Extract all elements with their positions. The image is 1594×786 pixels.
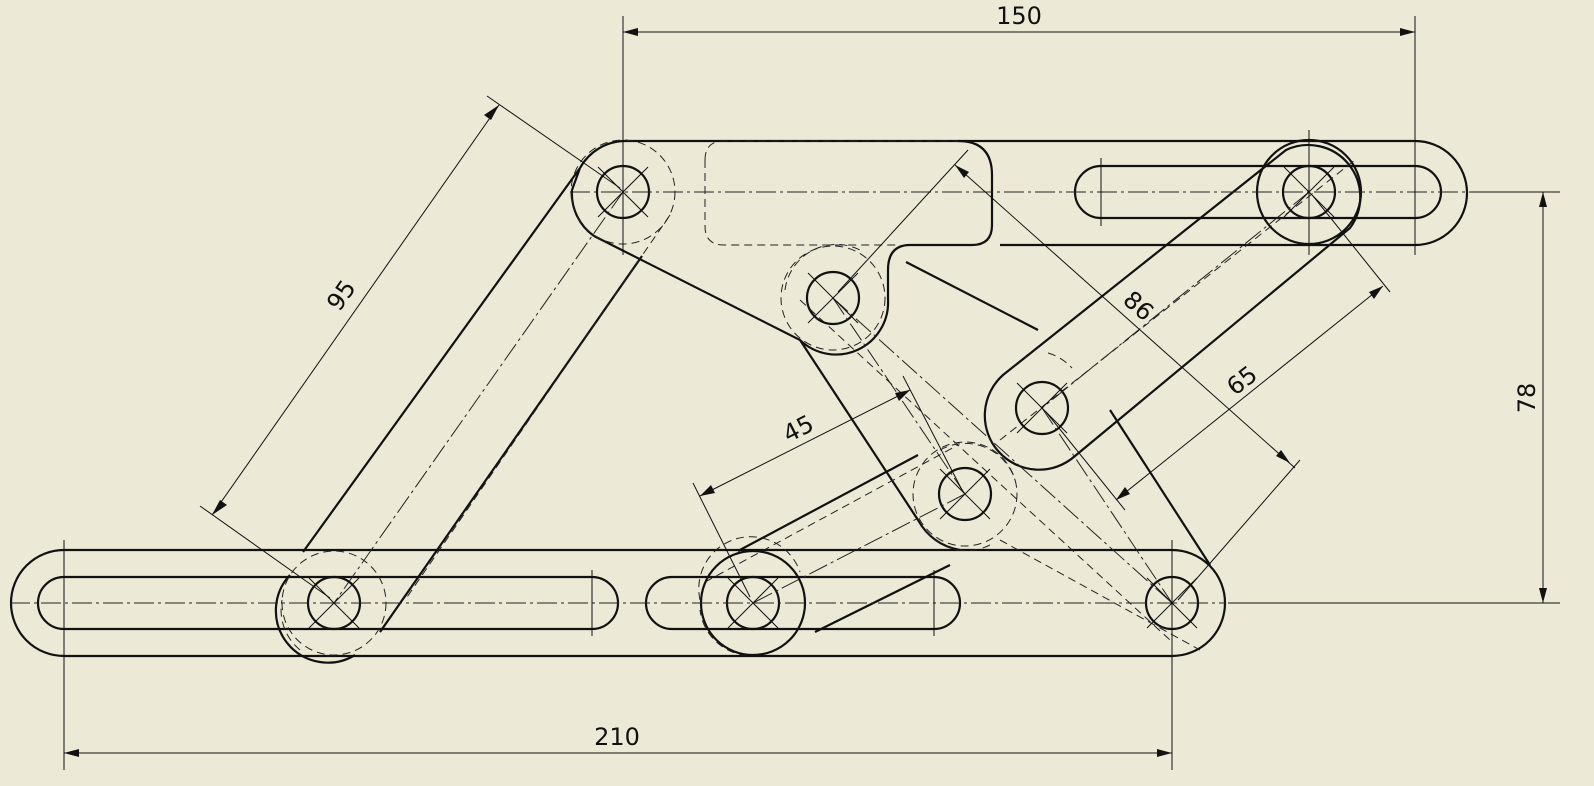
center-plate-outline bbox=[593, 235, 961, 552]
dim-45-line bbox=[699, 389, 911, 497]
joint-center-boss bbox=[780, 245, 886, 351]
right-plate-centerline bbox=[1041, 407, 1173, 604]
lower-link bbox=[698, 444, 959, 657]
dim-65-ext-bottom bbox=[1045, 411, 1126, 511]
lower-link-outline bbox=[737, 454, 951, 633]
left-link-centerline bbox=[333, 191, 624, 604]
dim-45-ext-bottom bbox=[692, 482, 751, 598]
center-plate-right-edge bbox=[1109, 409, 1211, 566]
dim-45-label: 45 bbox=[778, 409, 818, 448]
dim-95-ext-top bbox=[486, 95, 621, 189]
top-bar-hidden-pocket bbox=[704, 140, 958, 246]
joint-lower-boss bbox=[912, 441, 1018, 547]
dim-150-label: 150 bbox=[996, 2, 1042, 30]
right-link-hidden-lines bbox=[999, 159, 1356, 441]
right-link bbox=[983, 143, 1362, 471]
lower-link-centerline bbox=[752, 493, 966, 604]
dim-86-line bbox=[954, 164, 1296, 469]
lower-link-hidden bbox=[698, 444, 959, 657]
center-lines bbox=[10, 130, 1560, 668]
right-link-outline bbox=[983, 143, 1362, 471]
left-link bbox=[274, 139, 671, 664]
top-bar bbox=[625, 139, 1469, 300]
dim-86-ext-bottom bbox=[1177, 459, 1301, 601]
center-plate-upper-right-edge bbox=[905, 261, 1039, 331]
center-plate bbox=[593, 235, 1211, 651]
top-bar-corner bbox=[886, 139, 994, 300]
dim-78-label: 78 bbox=[1513, 383, 1541, 414]
joint-right-link-pin bbox=[1014, 380, 1070, 436]
left-link-hidden-edges bbox=[280, 214, 671, 651]
dimensions: 150 210 78 95 86 65 bbox=[63, 2, 1560, 770]
center-plate-hidden-lines bbox=[784, 243, 1201, 651]
pin-crosshairs bbox=[63, 130, 1416, 668]
dim-65-line bbox=[1115, 285, 1384, 501]
left-link-upper-end bbox=[579, 139, 626, 169]
joint-center-pin bbox=[805, 270, 861, 326]
dim-210-label: 210 bbox=[594, 723, 640, 751]
joint-lower-pin bbox=[937, 466, 993, 522]
dim-86-ext-top bbox=[837, 149, 969, 293]
dim-95-line bbox=[211, 104, 500, 516]
dim-86-label: 86 bbox=[1118, 285, 1159, 326]
left-link-lower-end bbox=[274, 574, 356, 664]
dim-65-label: 65 bbox=[1221, 360, 1262, 401]
dim-45-ext-top bbox=[902, 375, 963, 491]
right-link-centerline bbox=[1041, 191, 1310, 409]
dim-65-ext-top bbox=[1312, 195, 1391, 293]
left-link-outline-right bbox=[379, 255, 643, 633]
left-link-outline-left bbox=[302, 167, 595, 553]
top-bar-outline bbox=[625, 139, 1469, 247]
dim-95-ext-bottom bbox=[199, 505, 331, 599]
center-plate-centerline bbox=[832, 297, 1173, 604]
